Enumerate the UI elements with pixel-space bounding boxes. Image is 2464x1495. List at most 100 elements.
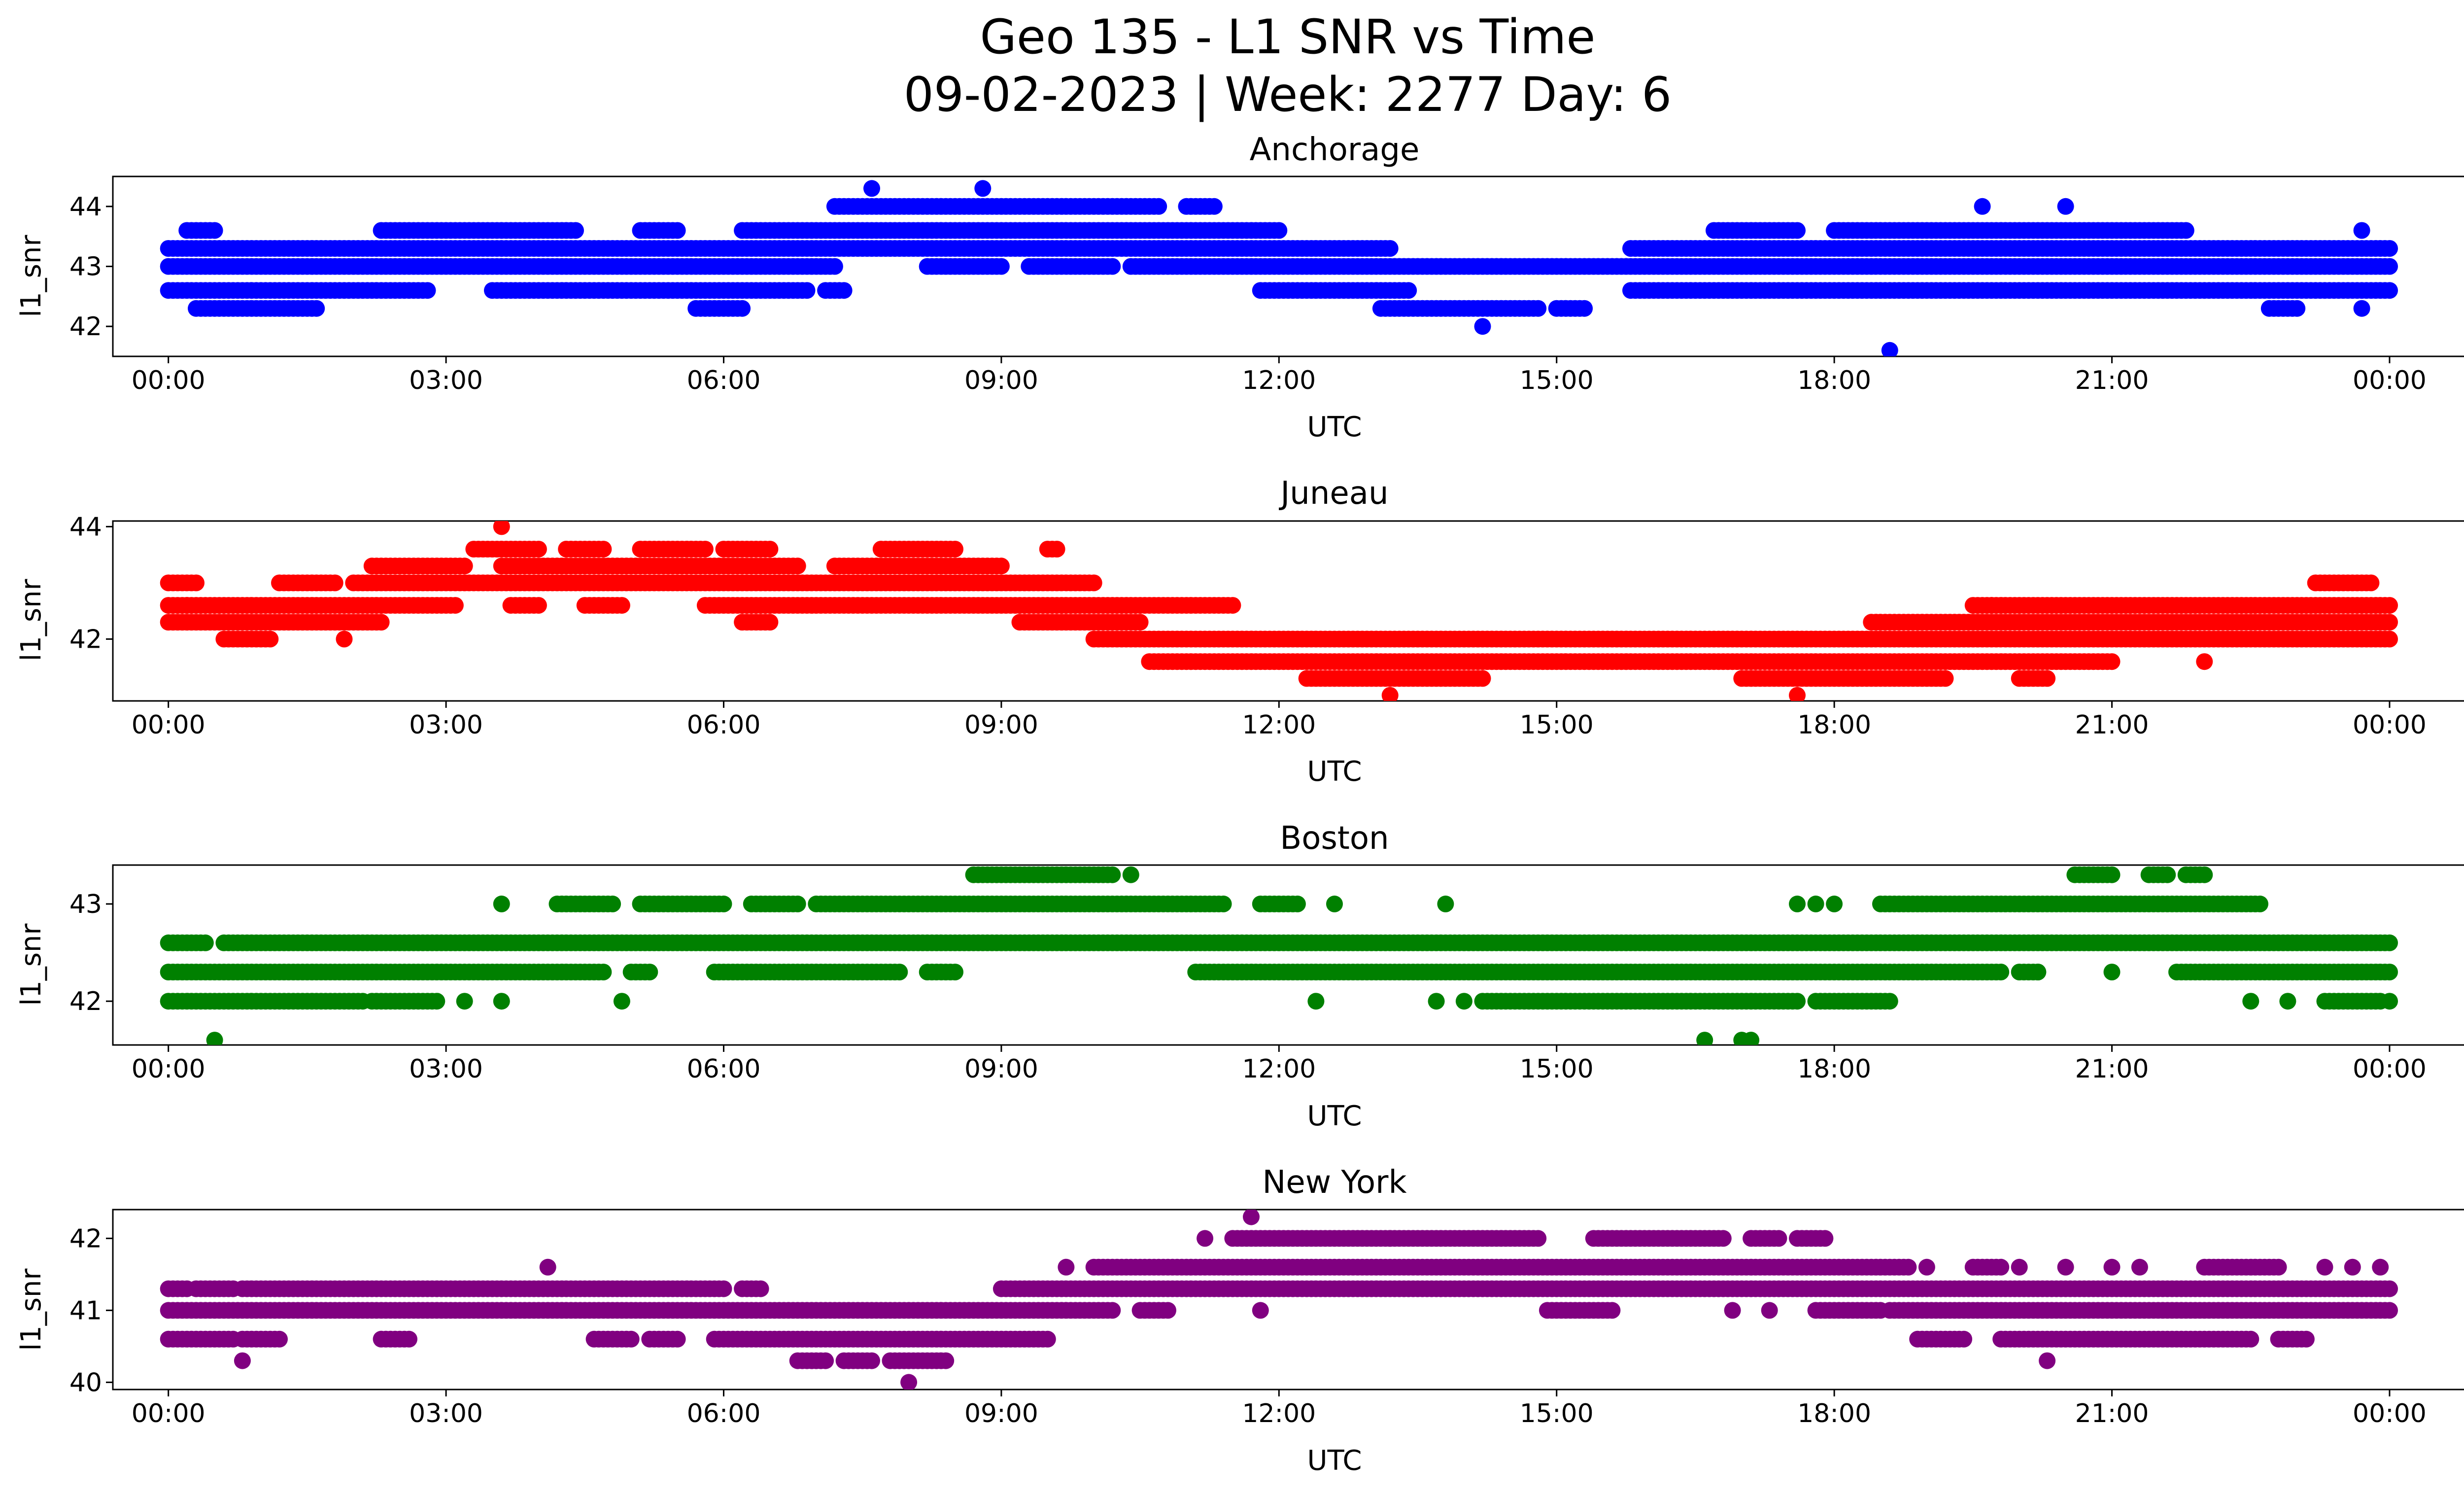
data-point — [456, 993, 473, 1010]
data-point — [1743, 1032, 1760, 1045]
data-point — [1474, 318, 1491, 335]
y-axis-label: l1_snr — [15, 235, 47, 317]
data-point — [947, 964, 963, 980]
data-point — [373, 614, 390, 631]
data-point — [2029, 964, 2047, 980]
data-point — [715, 895, 732, 912]
subplot-title: Anchorage — [1250, 132, 1420, 168]
data-point — [530, 597, 547, 614]
data-point — [446, 597, 464, 614]
x-tick-label: 18:00 — [1797, 366, 1871, 395]
y-axis-label: l1_snr — [15, 579, 47, 661]
data-point — [2289, 300, 2306, 317]
data-point — [669, 222, 686, 239]
data-point — [2039, 670, 2056, 687]
data-point — [2381, 282, 2398, 299]
data-point — [419, 282, 436, 299]
data-point — [1289, 895, 1306, 912]
data-point — [1085, 574, 1102, 591]
data-point — [761, 541, 779, 557]
data-point — [1381, 687, 1399, 701]
data-point — [1104, 866, 1121, 883]
data-point — [1789, 895, 1806, 912]
data-point — [308, 300, 325, 317]
y-tick-label: 42 — [69, 625, 102, 655]
data-point — [1428, 993, 1445, 1010]
data-point — [1224, 597, 1241, 614]
data-point — [1789, 687, 1806, 701]
data-point — [1807, 895, 1824, 912]
x-tick-label: 00:00 — [132, 366, 205, 395]
x-tick-label: 18:00 — [1797, 710, 1871, 740]
data-point — [2057, 198, 2074, 215]
data-point — [2103, 964, 2121, 980]
scatter-points — [160, 866, 2398, 1045]
data-point — [1160, 1302, 1176, 1319]
x-tick-label: 09:00 — [964, 366, 1038, 395]
data-point — [1455, 993, 1472, 1010]
x-tick-label: 12:00 — [1242, 366, 1316, 395]
data-point — [1789, 222, 1806, 239]
x-tick-label: 00:00 — [2353, 1054, 2427, 1084]
data-point — [817, 1352, 834, 1369]
x-tick-label: 18:00 — [1797, 1054, 1871, 1084]
data-point — [2242, 993, 2259, 1010]
data-point — [761, 614, 779, 631]
data-point — [1789, 993, 1806, 1010]
subplot-boston: Boston UTC l1_snr 00:00 03:00 06:00 09:00 12… — [15, 820, 2464, 1132]
data-point — [798, 282, 816, 299]
data-point — [863, 1352, 880, 1369]
x-axis-label: UTC — [1307, 1445, 1362, 1477]
data-point — [891, 964, 908, 980]
data-point — [2297, 1330, 2315, 1348]
data-point — [2353, 300, 2370, 317]
data-point — [2381, 964, 2398, 980]
data-point — [992, 557, 1010, 575]
x-tick-label: 03:00 — [409, 366, 483, 395]
scatter-points — [160, 1210, 2398, 1390]
x-tick-label: 06:00 — [687, 710, 761, 740]
data-point — [595, 541, 612, 557]
y-tick-label: 42 — [69, 987, 102, 1016]
data-point — [2381, 597, 2398, 614]
data-point — [1205, 198, 1223, 215]
data-point — [595, 964, 612, 980]
y-tick-label: 43 — [69, 890, 102, 919]
data-point — [2279, 993, 2296, 1010]
subplot-anchorage: Anchorage UTC l1_snr 00:00 03:00 06:00 09:0… — [15, 132, 2464, 443]
data-point — [493, 521, 510, 535]
data-point — [613, 993, 630, 1010]
x-tick-label: 21:00 — [2075, 366, 2149, 395]
data-point — [2177, 222, 2194, 239]
data-point — [567, 222, 584, 239]
y-axis-label: l1_snr — [15, 1268, 47, 1351]
subplot-juneau: Juneau UTC l1_snr 00:00 03:00 06:00 09:00 12… — [15, 475, 2464, 788]
x-tick-label: 15:00 — [1520, 1054, 1594, 1084]
x-tick-label: 00:00 — [2353, 710, 2427, 740]
x-tick-label: 06:00 — [687, 366, 761, 395]
data-point — [1576, 300, 1593, 317]
data-point — [1881, 993, 1898, 1010]
data-point — [863, 180, 880, 197]
data-point — [789, 557, 806, 575]
data-point — [2353, 222, 2370, 239]
data-point — [1381, 240, 1399, 257]
data-point — [336, 630, 353, 648]
data-point — [1150, 198, 1167, 215]
subplot-title: Juneau — [1278, 475, 1388, 512]
scatter-points — [160, 180, 2398, 356]
data-point — [1270, 222, 1288, 239]
data-point — [734, 300, 751, 317]
data-point — [1215, 895, 1232, 912]
data-point — [493, 993, 510, 1010]
y-tick-label: 44 — [69, 512, 102, 542]
x-tick-label: 21:00 — [2075, 710, 2149, 740]
data-point — [669, 1330, 686, 1348]
data-point — [1881, 342, 1898, 356]
x-tick-label: 03:00 — [409, 1054, 483, 1084]
data-point — [2196, 866, 2213, 883]
data-point — [2381, 630, 2398, 648]
data-point — [2103, 653, 2121, 670]
x-tick-label: 00:00 — [2353, 366, 2427, 395]
data-point — [1474, 670, 1491, 687]
